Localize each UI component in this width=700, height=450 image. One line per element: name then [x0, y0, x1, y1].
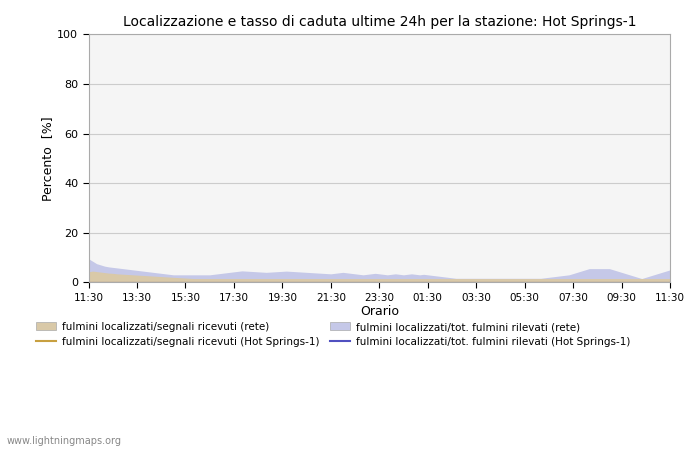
- Title: Localizzazione e tasso di caduta ultime 24h per la stazione: Hot Springs-1: Localizzazione e tasso di caduta ultime …: [122, 15, 636, 29]
- Y-axis label: Percento  [%]: Percento [%]: [41, 116, 55, 201]
- X-axis label: Orario: Orario: [360, 306, 399, 319]
- Text: www.lightningmaps.org: www.lightningmaps.org: [7, 436, 122, 446]
- Legend: fulmini localizzati/segnali ricevuti (rete), fulmini localizzati/segnali ricevut: fulmini localizzati/segnali ricevuti (re…: [32, 318, 634, 351]
